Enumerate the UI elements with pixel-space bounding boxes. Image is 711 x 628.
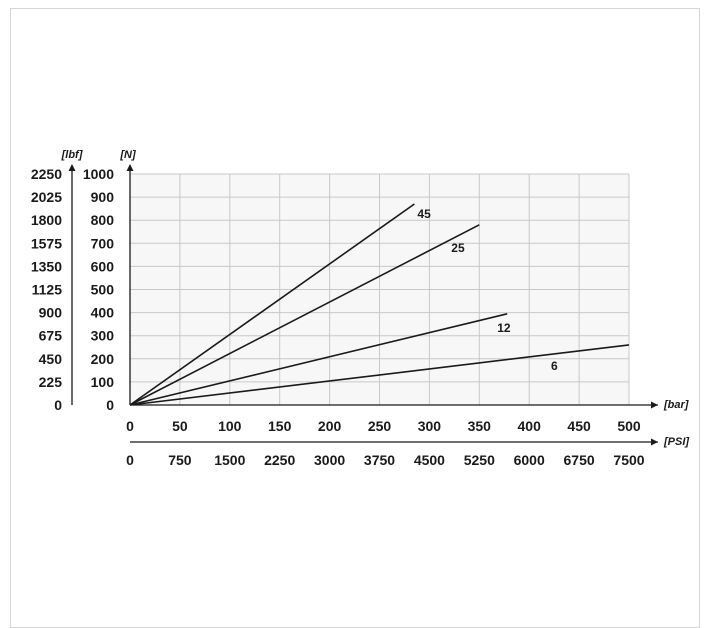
y-tick-label: 1000: [83, 166, 114, 182]
lbf-tick-label: 1350: [31, 258, 62, 274]
psi-tick-label: 7500: [613, 452, 644, 468]
series-line-25: [129, 224, 480, 406]
series-line-45: [129, 203, 415, 406]
y-tick-label: 100: [91, 374, 115, 390]
lbf-tick-label: 1125: [32, 282, 63, 298]
series-label-12: 12: [497, 321, 511, 335]
lbf-tick-label: 2025: [31, 189, 62, 205]
lbf-tick-label: 450: [39, 351, 63, 367]
series-line-6: [129, 344, 630, 406]
lbf-tick-label: 900: [39, 305, 63, 321]
y-tick-label: 200: [91, 351, 115, 367]
lbf-tick-label: 2250: [31, 166, 62, 182]
x-tick-label: 200: [318, 418, 342, 434]
psi-tick-label: 1500: [214, 452, 245, 468]
psi-tick-label: 6000: [514, 452, 545, 468]
y-tick-label: 300: [91, 328, 115, 344]
x-tick-label: 150: [268, 418, 292, 434]
x-tick-label: 50: [172, 418, 188, 434]
y-tick-label: 0: [106, 397, 114, 413]
lbf-tick-label: 1575: [31, 235, 62, 251]
psi-tick-label: 3000: [314, 452, 345, 468]
x-unit-label: [bar]: [663, 399, 689, 411]
lbf-unit-label: [lbf]: [61, 149, 83, 161]
x-tick-label: 0: [126, 418, 134, 434]
lbf-tick-label: 0: [54, 397, 62, 413]
psi-unit-label: [PSI]: [663, 436, 689, 448]
x-tick-label: 100: [218, 418, 242, 434]
y-tick-label: 400: [91, 305, 115, 321]
psi-tick-label: 2250: [264, 452, 295, 468]
psi-tick-label: 0: [126, 452, 134, 468]
psi-tick-label: 6750: [564, 452, 595, 468]
x-axis-arrow: [651, 401, 658, 409]
x-tick-label: 300: [418, 418, 442, 434]
axes: [68, 164, 658, 446]
psi-axis-arrow: [651, 438, 658, 446]
series-label-6: 6: [551, 359, 558, 373]
x-tick-label: 250: [368, 418, 392, 434]
series-label-45: 45: [417, 207, 431, 221]
y-tick-label: 500: [91, 282, 115, 298]
psi-tick-label: 5250: [464, 452, 495, 468]
y-unit-label: [N]: [119, 149, 136, 161]
x-tick-label: 500: [617, 418, 641, 434]
series-lines: 45 25 12 6: [129, 203, 630, 406]
lbf-tick-label: 225: [39, 374, 63, 390]
series-label-25: 25: [451, 241, 465, 255]
lbf-axis-arrow: [68, 164, 76, 171]
unit-labels: [bar] [PSI] [N] [lbf]: [61, 149, 690, 448]
x-tick-label: 350: [468, 418, 492, 434]
psi-tick-label: 4500: [414, 452, 445, 468]
series-line-12: [129, 313, 508, 406]
lbf-tick-label: 1800: [31, 212, 62, 228]
y-tick-label: 800: [91, 212, 115, 228]
y-tick-label: 600: [91, 258, 115, 274]
x-tick-label: 450: [567, 418, 591, 434]
lbf-tick-label: 675: [39, 328, 63, 344]
grid-lines: [130, 173, 630, 405]
x-tick-label: 400: [518, 418, 542, 434]
y-tick-label: 700: [91, 235, 115, 251]
psi-tick-label: 750: [168, 452, 192, 468]
y-axis-arrow: [126, 164, 134, 171]
psi-tick-label: 3750: [364, 452, 395, 468]
y-tick-label: 900: [91, 189, 115, 205]
